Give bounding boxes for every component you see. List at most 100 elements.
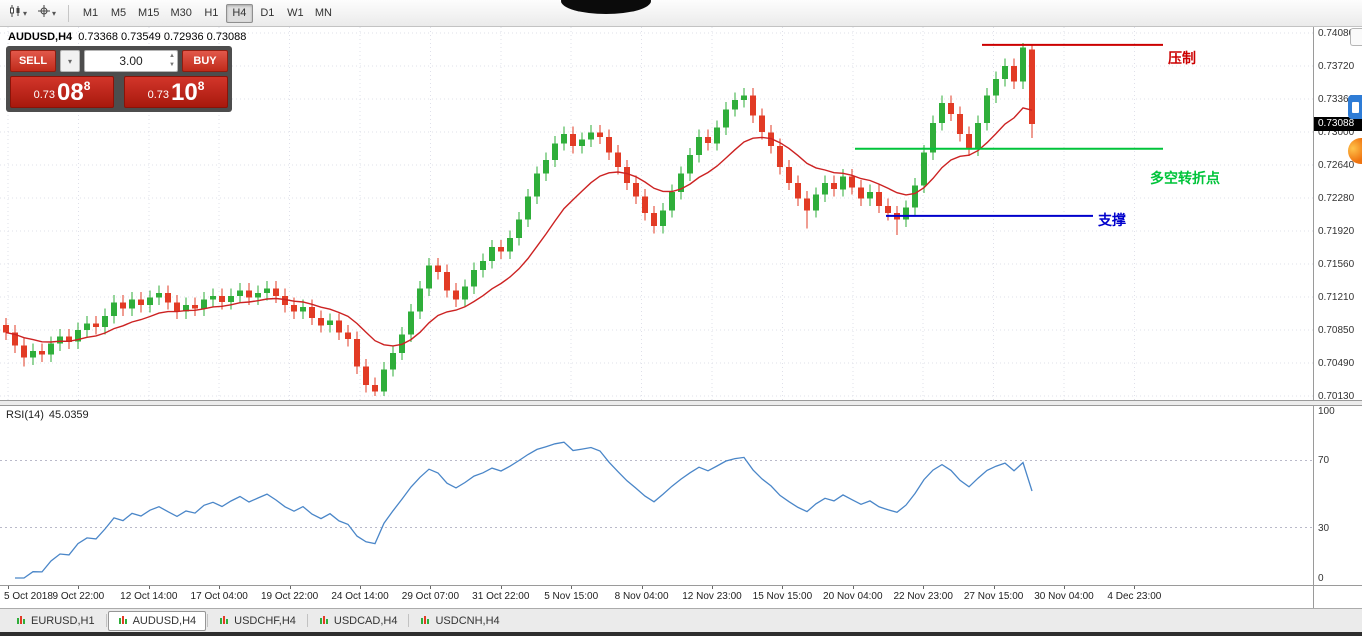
buy-price-base: 0.73 <box>147 89 170 101</box>
one-click-trading-panel: SELL ▾ 3.00 ▲ ▼ BUY 0.73 08 8 0.73 10 8 <box>6 46 232 112</box>
price-axis[interactable]: 0.74080 0.73720 0.73360 0.73000 0.72640 0.722… <box>1314 27 1362 402</box>
volume-input[interactable]: 3.00 ▲ ▼ <box>84 50 178 72</box>
crosshair-tool-button[interactable]: ▾ <box>33 3 60 24</box>
timeframe-m5[interactable]: M5 <box>110 7 127 19</box>
rsi-line <box>15 441 1033 579</box>
sell-price-pip: 8 <box>83 79 91 93</box>
taskbar-edge <box>0 632 1362 636</box>
candlestick-chart-icon <box>8 4 22 23</box>
docked-app-icon-orange[interactable] <box>1348 138 1362 164</box>
rsi-guides <box>0 459 1313 529</box>
sell-button[interactable]: SELL <box>10 50 56 72</box>
price-axis-label: 0.70130 <box>1318 391 1355 402</box>
time-tick <box>1134 586 1136 589</box>
docked-app-icon-white[interactable] <box>1350 28 1362 46</box>
tab-eurusd-h1[interactable]: EURUSD,H1 <box>6 611 105 631</box>
buy-price-button[interactable]: 0.73 10 8 <box>124 76 228 108</box>
tab-chart-icon <box>319 616 328 624</box>
chevron-down-icon: ▾ <box>52 8 57 18</box>
time-tick <box>360 586 361 589</box>
buy-price-big: 10 <box>171 79 198 106</box>
tab-label: USDCHF,H4 <box>234 614 296 627</box>
time-axis-label: 27 Nov 15:00 <box>963 591 1024 602</box>
time-axis-label: 5 Oct 2018 <box>4 591 53 602</box>
rsi-axis: 100 70 30 0 <box>1314 406 1362 585</box>
price-axis-label: 0.74080 <box>1318 28 1355 39</box>
price-axis-label: 0.71210 <box>1318 292 1355 303</box>
time-tick <box>782 586 784 589</box>
time-tick <box>219 586 221 589</box>
tab-separator <box>306 614 308 627</box>
timeframe-h1[interactable]: H1 <box>204 7 219 19</box>
rsi-chart-canvas[interactable] <box>0 406 1313 585</box>
tab-usdcnh-h4[interactable]: USDCNH,H4 <box>410 611 509 631</box>
time-tick <box>923 586 925 589</box>
order-type-select[interactable]: ▾ <box>60 50 80 72</box>
time-tick <box>571 586 573 589</box>
tab-separator <box>207 614 209 627</box>
time-axis-label: 9 Oct 22:00 <box>52 591 105 602</box>
price-axis-label: 0.70850 <box>1318 325 1355 336</box>
time-tick <box>78 586 80 589</box>
quote-ohlc: 0.73368 0.73549 0.72936 0.73088 <box>78 31 247 43</box>
timeframe-m15[interactable]: M15 <box>138 7 160 19</box>
time-tick <box>852 586 854 589</box>
buy-price-pip: 8 <box>197 79 205 93</box>
tab-usdchf-h4[interactable]: USDCHF,H4 <box>209 611 306 631</box>
rsi-axis-label: 100 <box>1318 406 1335 417</box>
docked-app-icon-blue[interactable] <box>1348 95 1362 119</box>
time-axis-label: 19 Oct 22:00 <box>260 591 319 602</box>
time-tick <box>712 586 713 589</box>
tab-usdcad-h4[interactable]: USDCAD,H4 <box>309 611 408 631</box>
timeframe-d1[interactable]: D1 <box>260 7 275 19</box>
sell-price-big: 08 <box>57 79 84 106</box>
chevron-down-icon: ▾ <box>23 8 28 18</box>
time-tick <box>1064 586 1065 589</box>
time-tick <box>993 586 995 589</box>
chart-style-button[interactable]: ▾ <box>4 3 31 24</box>
rsi-axis-label: 70 <box>1318 455 1330 467</box>
rsi-name: RSI(14) <box>6 409 44 421</box>
chevron-down-icon: ▾ <box>67 56 72 66</box>
time-axis[interactable]: 5 Oct 2018 9 Oct 22:00 12 Oct 14:00 17 Oct … <box>0 586 1313 608</box>
toolbar-separator <box>68 4 70 22</box>
time-tick <box>641 586 643 589</box>
time-tick <box>500 586 502 589</box>
support-line-label[interactable]: 支撑 <box>1098 212 1126 228</box>
screen-camera-notch <box>561 0 651 14</box>
step-down-icon[interactable]: ▼ <box>169 62 175 68</box>
toolbar: ▾ ▾ M1 M5 M15 M30 H1 H4 D1 W1 MN <box>0 0 1362 27</box>
rsi-bottom-border <box>0 585 1362 586</box>
timeframe-mn[interactable]: MN <box>314 7 332 19</box>
crosshair-icon <box>37 4 51 23</box>
volume-stepper[interactable]: ▲ ▼ <box>169 52 175 70</box>
time-tick <box>289 586 291 589</box>
chart-tab-bar: EURUSD,H1 AUDUSD,H4 USDCHF,H4 USDCAD,H4 USDC… <box>0 608 1362 632</box>
resistance-line-label[interactable]: 压制 <box>1168 50 1196 66</box>
time-axis-label: 15 Nov 15:00 <box>752 591 813 602</box>
timeframe-h4[interactable]: H4 <box>225 3 253 23</box>
tab-label: USDCNH,H4 <box>435 614 500 627</box>
timeframe-m1[interactable]: M1 <box>82 7 99 19</box>
sell-price-button[interactable]: 0.73 08 8 <box>10 76 114 108</box>
document-icon <box>1351 101 1359 113</box>
step-up-icon[interactable]: ▲ <box>169 53 175 59</box>
tab-chart-icon <box>17 616 25 624</box>
buy-button[interactable]: BUY <box>182 50 228 72</box>
price-axis-label: 0.71920 <box>1318 226 1355 237</box>
tab-chart-icon <box>118 616 127 624</box>
panel-splitter[interactable] <box>0 400 1362 406</box>
time-axis-label: 17 Oct 04:00 <box>190 591 248 602</box>
price-chart-canvas[interactable] <box>0 27 1313 400</box>
timeframe-m30[interactable]: M30 <box>170 7 192 19</box>
axis-separator-line <box>1313 27 1314 608</box>
time-axis-label: 31 Oct 22:00 <box>472 591 530 602</box>
pivot-line-label[interactable]: 多空转折点 <box>1150 170 1220 186</box>
candlestick-series <box>3 43 1035 396</box>
rsi-indicator-label: RSI(14) 45.0359 <box>6 409 89 421</box>
grid <box>0 27 1313 400</box>
tab-audusd-h4[interactable]: AUDUSD,H4 <box>107 610 207 631</box>
price-axis-label: 0.73720 <box>1318 61 1355 72</box>
price-axis-label: 0.73000 <box>1318 127 1355 138</box>
timeframe-w1[interactable]: W1 <box>287 7 304 19</box>
